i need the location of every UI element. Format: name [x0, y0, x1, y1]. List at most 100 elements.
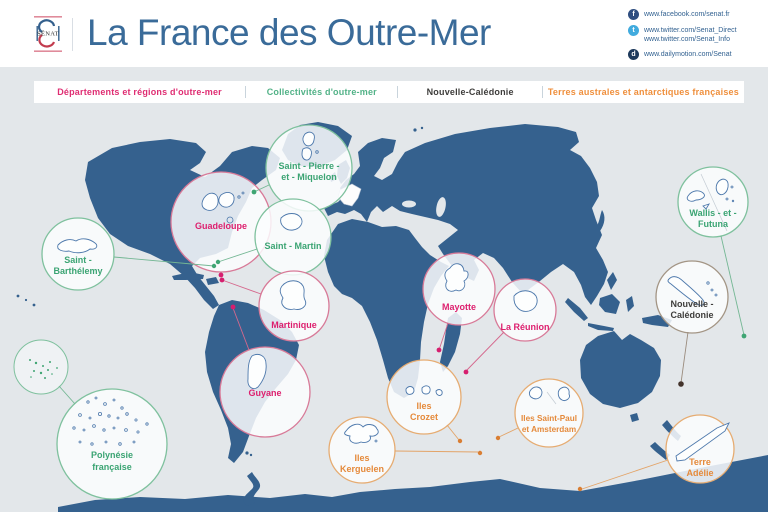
- dailymotion-icon: d: [628, 49, 639, 60]
- islands-saint-pierre-et-miquelon: [301, 131, 319, 161]
- map-dot-saint-barthelemy: [211, 263, 217, 269]
- dailymotion-url: www.dailymotion.com/Senat: [644, 51, 732, 58]
- label-saint-barthelemy: Saint -: [64, 255, 92, 265]
- senat-logo-text: SÉNAT: [37, 30, 59, 38]
- legend-item-drom: Départements et régions d'outre-mer: [57, 87, 222, 97]
- islands-polynesie: [72, 396, 149, 446]
- label-saint-paul: Iles Saint-Paul: [521, 414, 577, 423]
- island-hawaii: [16, 294, 20, 298]
- header-divider: [72, 18, 73, 51]
- social-link-facebook[interactable]: f www.facebook.com/senat.fr: [628, 9, 758, 20]
- map-dot-la-reunion: [463, 369, 469, 375]
- label-crozet-2: Crozet: [410, 412, 438, 422]
- label-crozet: Iles: [416, 401, 431, 411]
- social-links: f www.facebook.com/senat.fr t www.twitte…: [628, 9, 758, 65]
- island-falkland: [245, 451, 249, 455]
- continent-australia: [580, 331, 661, 408]
- senat-logo-graphic: SÉNAT: [33, 16, 63, 52]
- label-saint-paul-2: et Amsterdam: [522, 425, 576, 434]
- header: SÉNAT La France des Outre-Mer f www.face…: [0, 0, 768, 68]
- legend-item-nc: Nouvelle-Calédonie: [426, 87, 514, 97]
- callout-iles-saint-paul-et-amsterdam: [514, 378, 584, 448]
- social-link-dailymotion[interactable]: d www.dailymotion.com/Senat: [628, 49, 758, 60]
- island-tasmania: [630, 413, 639, 422]
- label-terre-adelie: Terre: [689, 457, 711, 467]
- twitter-url-direct: www.twitter.com/Senat_Direct: [644, 27, 737, 34]
- callout-islands: [29, 131, 735, 462]
- map-dot-saint-pierre: [251, 189, 257, 195]
- islands-wallis-et-futuna: [686, 173, 735, 232]
- map-dot-terre-adelie: [577, 486, 583, 492]
- islands-nouvelle-caledonie: [667, 276, 718, 306]
- island-sumatra: [565, 298, 588, 321]
- islands-crozet: [405, 385, 443, 396]
- island-svalbard: [420, 126, 424, 130]
- antarctic-peninsula: [243, 472, 261, 506]
- island-hispaniola: [206, 277, 219, 285]
- label-mayotte: Mayotte: [442, 302, 476, 312]
- label-guadeloupe: Guadeloupe: [195, 221, 247, 231]
- label-polynesie: Polynésie: [91, 450, 133, 460]
- island-mayotte: [444, 263, 469, 292]
- island-saint-barthelemy: [57, 238, 98, 254]
- locator-specks-polynesie: [29, 359, 58, 379]
- legend-separator: [245, 86, 247, 98]
- island-guyane: [247, 353, 267, 390]
- island-madagascar: [440, 312, 462, 372]
- label-kerguelen: Iles: [354, 453, 369, 463]
- senat-logo: SÉNAT: [33, 16, 63, 52]
- legend-separator: [397, 86, 399, 98]
- island-martinique: [279, 280, 307, 310]
- map-dot-saint-paul: [495, 435, 501, 441]
- label-nouvelle-caledonie: Nouvelle -: [670, 299, 713, 309]
- caspian-sea: [436, 197, 446, 217]
- continent-eurasia: [324, 124, 608, 305]
- callout-iles-crozet: [386, 359, 462, 435]
- map-dot-guadeloupe: [218, 272, 224, 278]
- label-saint-barthelemy-2: Barthélemy: [53, 266, 102, 276]
- map-dot-martinique: [219, 277, 225, 283]
- facebook-url: www.facebook.com/senat.fr: [644, 11, 730, 18]
- legend-separator: [541, 86, 543, 98]
- island-la-reunion: [513, 290, 538, 312]
- island-cuba: [172, 272, 204, 280]
- label-nouvelle-caledonie-2: Calédonie: [670, 310, 713, 320]
- island-new-zealand-south: [650, 442, 670, 460]
- island-hawaii: [24, 298, 28, 302]
- legend-bar: Départements et régions d'outre-mer Coll…: [34, 81, 744, 103]
- island-falkland: [249, 453, 253, 457]
- island-saint-martin: [280, 213, 303, 231]
- map-dot-saint-martin: [215, 259, 221, 265]
- label-saint-martin: Saint - Martin: [264, 241, 321, 251]
- islands-kerguelen: [344, 423, 379, 444]
- map-dot-crozet: [457, 438, 463, 444]
- map-dot-wallis: [741, 333, 747, 339]
- map-dot-nouvelle-caledonie: [678, 381, 684, 387]
- island-terre-adelie: [675, 422, 730, 462]
- continent-antarctica: [58, 455, 768, 512]
- facebook-icon: f: [628, 9, 639, 20]
- island-sulawesi: [626, 296, 634, 312]
- label-saint-pierre-2: et - Miquelon: [281, 172, 337, 182]
- black-sea: [402, 200, 416, 208]
- island-svalbard: [413, 128, 417, 132]
- legend-item-com: Collectivités d'outre-mer: [266, 87, 377, 97]
- page-title: La France des Outre-Mer: [87, 12, 491, 53]
- island-japan: [597, 210, 605, 231]
- island-philippines: [607, 272, 617, 290]
- map-dot-kerguelen: [477, 450, 483, 456]
- callout-saint-barthelemy: [41, 217, 115, 291]
- callout-guyane: [219, 346, 311, 438]
- label-martinique: Martinique: [271, 320, 317, 330]
- connectors: [58, 184, 747, 492]
- label-polynesie-2: française: [92, 462, 132, 472]
- label-wallis: Wallis - et -: [689, 208, 736, 218]
- legend-item-taaf: Terres australes et antarctiques françai…: [547, 87, 739, 97]
- label-saint-pierre: Saint - Pierre -: [278, 161, 339, 171]
- callout-wallis-et-futuna: [677, 166, 749, 238]
- callout-labels: Saint - Pierre - et - Miquelon Guadeloup…: [53, 161, 736, 478]
- social-link-twitter[interactable]: t www.twitter.com/Senat_Direct www.twitt…: [628, 25, 758, 44]
- label-kerguelen-2: Kerguelen: [340, 464, 384, 474]
- island-borneo: [599, 294, 620, 314]
- locator-polynesie: [13, 339, 69, 395]
